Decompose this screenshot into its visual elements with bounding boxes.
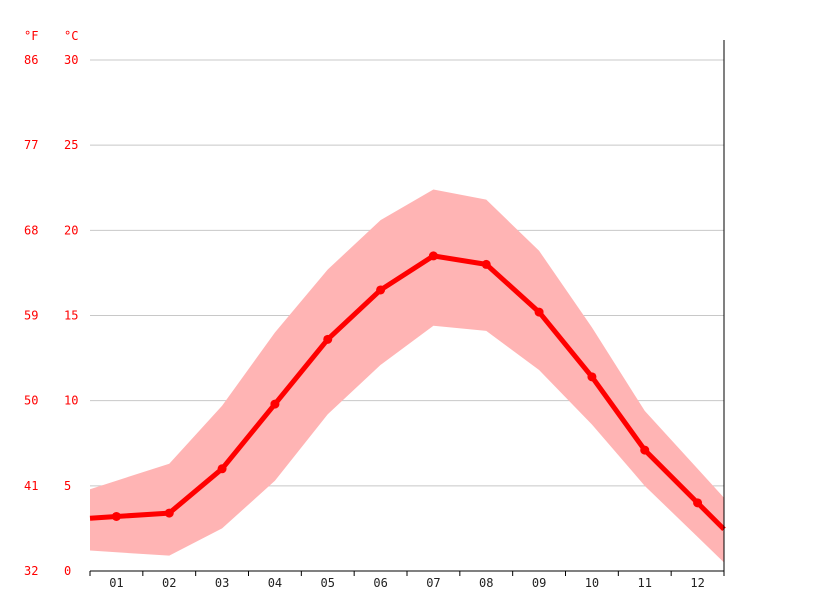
x-tick-label: 02 [162, 576, 176, 590]
mean-point-07 [428, 251, 438, 261]
x-tick-label: 10 [585, 576, 599, 590]
fahrenheit-unit-label: °F [24, 29, 38, 43]
y-tick-celsius: 15 [64, 309, 78, 323]
x-axis-labels: 01 02 03 04 05 06 07 08 09 10 11 12 [109, 576, 705, 590]
y-tick-celsius: 10 [64, 394, 78, 408]
celsius-unit-label: °C [64, 29, 78, 43]
mean-point-06 [376, 285, 386, 295]
temperature-range-band [90, 189, 724, 563]
y-tick-fahrenheit: 77 [24, 138, 38, 152]
axes [89, 40, 725, 576]
mean-temperature-line [89, 253, 726, 532]
mean-point-12 [693, 498, 703, 508]
y-tick-celsius: 30 [64, 53, 78, 67]
mean-temperature-points [111, 251, 703, 521]
mean-point-02 [164, 508, 174, 518]
mean-point-04 [270, 399, 280, 409]
y-tick-celsius: 20 [64, 223, 78, 237]
y-tick-fahrenheit: 59 [24, 309, 38, 323]
x-tick-label: 04 [268, 576, 282, 590]
x-tick-label: 11 [638, 576, 652, 590]
y-tick-fahrenheit: 86 [24, 53, 38, 67]
y-tick-celsius: 5 [64, 479, 71, 493]
x-tick-label: 08 [479, 576, 493, 590]
y-tick-fahrenheit: 68 [24, 223, 38, 237]
y-tick-celsius: 25 [64, 138, 78, 152]
y-axis-labels: °F °C 86 30 77 25 68 20 59 15 50 10 41 5 32 0 [24, 29, 78, 578]
x-tick-label: 12 [690, 576, 704, 590]
x-tick-label: 09 [532, 576, 546, 590]
x-tick-label: 03 [215, 576, 229, 590]
mean-point-08 [481, 259, 491, 269]
y-tick-fahrenheit: 32 [24, 564, 38, 578]
mean-point-01 [111, 511, 121, 521]
mean-point-09 [534, 307, 544, 317]
mean-point-11 [640, 445, 650, 455]
mean-point-05 [323, 334, 333, 344]
x-tick-label: 01 [109, 576, 123, 590]
mean-point-03 [217, 464, 227, 474]
mean-point-10 [587, 372, 597, 382]
y-tick-fahrenheit: 50 [24, 394, 38, 408]
y-tick-celsius: 0 [64, 564, 71, 578]
x-tick-label: 06 [373, 576, 387, 590]
x-tick-label: 07 [426, 576, 440, 590]
y-tick-fahrenheit: 41 [24, 479, 38, 493]
x-tick-label: 05 [321, 576, 335, 590]
